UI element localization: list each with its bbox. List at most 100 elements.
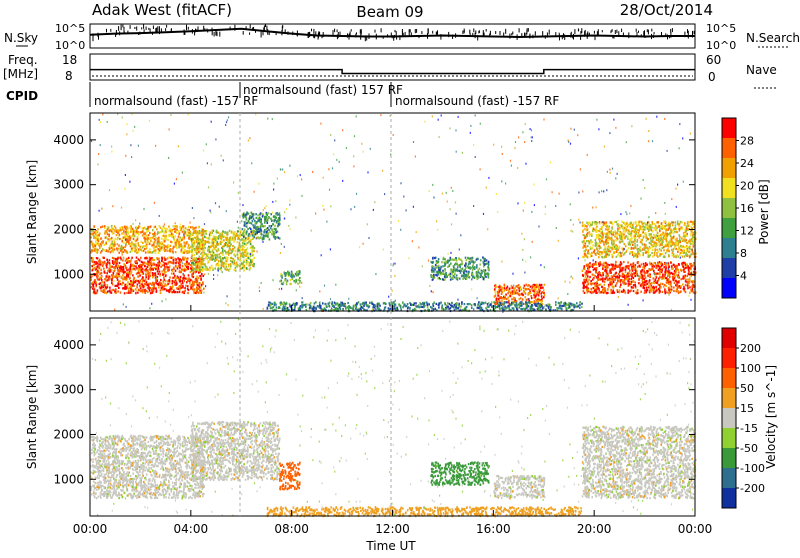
scatter-cell bbox=[193, 254, 195, 256]
scatter-cell bbox=[112, 249, 114, 251]
scatter-cell bbox=[127, 281, 129, 283]
scatter-cell bbox=[687, 287, 689, 289]
scatter-cell bbox=[154, 241, 156, 243]
scatter-cell bbox=[652, 249, 654, 251]
scatter-cell bbox=[126, 269, 128, 271]
scatter-cell bbox=[148, 287, 150, 289]
scatter-cell bbox=[153, 286, 155, 288]
nsky-sample bbox=[143, 25, 144, 29]
scatter-cell bbox=[191, 232, 193, 234]
scatter-cell bbox=[137, 292, 139, 294]
scatter-cell bbox=[102, 226, 104, 228]
scatter-cell bbox=[212, 245, 214, 247]
scatter-cell bbox=[482, 276, 484, 278]
scatter-cell bbox=[249, 267, 251, 269]
scatter-cell bbox=[627, 266, 629, 268]
scatter-cell bbox=[668, 224, 670, 226]
scatter-cell bbox=[268, 232, 270, 234]
scatter-cell bbox=[122, 233, 124, 235]
scatter-cell bbox=[153, 226, 155, 228]
scatter-cell bbox=[251, 253, 253, 255]
nsky-sample bbox=[313, 29, 314, 35]
nsky-sample bbox=[654, 32, 655, 34]
scatter-cell bbox=[256, 222, 258, 224]
scatter-cell bbox=[654, 265, 656, 267]
scatter-cell bbox=[207, 241, 209, 243]
scatter-cell bbox=[263, 234, 265, 236]
nsky-sample bbox=[196, 29, 197, 31]
scatter-cell bbox=[671, 268, 673, 270]
scatter-cell bbox=[636, 273, 638, 275]
scatter-cell bbox=[619, 241, 621, 243]
scatter-cell bbox=[444, 279, 446, 281]
nsky-sample bbox=[421, 31, 422, 34]
nsky-sample bbox=[670, 32, 671, 38]
scatter-cell bbox=[117, 248, 119, 250]
scatter-cell bbox=[123, 242, 125, 244]
scatter-cell bbox=[648, 281, 650, 283]
scatter-cell bbox=[248, 233, 250, 235]
scatter-cell bbox=[279, 237, 281, 239]
scatter-cell bbox=[615, 272, 617, 274]
scatter-cell bbox=[164, 240, 166, 242]
nsky-sample bbox=[618, 31, 619, 35]
scatter-cell bbox=[591, 283, 593, 285]
scatter-cell bbox=[271, 229, 273, 231]
scatter-cell bbox=[435, 274, 437, 276]
scatter-cell bbox=[530, 286, 532, 288]
nsky-sample bbox=[141, 27, 142, 29]
nsky-sample bbox=[483, 33, 484, 36]
scatter-cell bbox=[252, 234, 254, 236]
scatter-cell bbox=[675, 244, 677, 246]
nsky-sample bbox=[212, 30, 213, 35]
nsky-sample bbox=[616, 30, 617, 33]
scatter-cell bbox=[119, 248, 121, 250]
scatter-cell bbox=[141, 261, 143, 263]
nsky-sample bbox=[243, 31, 244, 35]
scatter-cell bbox=[622, 273, 624, 275]
scatter-cell bbox=[187, 266, 189, 268]
scatter-cell bbox=[135, 242, 137, 244]
scatter-cell bbox=[134, 265, 136, 267]
scatter-cell bbox=[605, 228, 607, 230]
scatter-cell bbox=[477, 269, 479, 271]
scatter-cell bbox=[650, 238, 652, 240]
scatter-cell bbox=[250, 240, 252, 242]
scatter-cell bbox=[583, 285, 585, 287]
scatter-cell bbox=[176, 287, 178, 289]
scatter-cell bbox=[161, 270, 163, 272]
scatter-cell bbox=[127, 274, 129, 276]
scatter-cell bbox=[127, 231, 129, 233]
scatter-cell bbox=[456, 259, 458, 261]
scatter-cell bbox=[459, 270, 461, 272]
scatter-cell bbox=[177, 267, 179, 269]
scatter-cell bbox=[184, 257, 186, 259]
scatter-cell bbox=[598, 230, 600, 232]
scatter-cell bbox=[235, 255, 237, 257]
scatter-cell bbox=[202, 275, 204, 277]
scatter-cell bbox=[133, 233, 135, 235]
scatter-cell bbox=[245, 214, 247, 216]
scatter-cell bbox=[181, 239, 183, 241]
scatter-cell bbox=[172, 285, 174, 287]
scatter-cell bbox=[634, 267, 636, 269]
scatter-cell bbox=[185, 285, 187, 287]
scatter-cell bbox=[472, 275, 474, 277]
scatter-cell bbox=[230, 260, 232, 262]
scatter-cell bbox=[250, 231, 252, 233]
nsky-sample bbox=[684, 32, 685, 38]
scatter-cell bbox=[136, 280, 138, 282]
nsky-sample bbox=[285, 29, 286, 33]
scatter-cell bbox=[148, 234, 150, 236]
scatter-cell bbox=[609, 279, 611, 281]
scatter-cell bbox=[159, 271, 161, 273]
scatter-cell bbox=[164, 231, 166, 233]
nsky-sample bbox=[171, 29, 172, 31]
nsky-sample bbox=[517, 34, 518, 40]
nsky-sample bbox=[122, 25, 123, 28]
scatter-cell bbox=[271, 225, 273, 227]
nsky-sample bbox=[313, 36, 314, 38]
scatter-cell bbox=[484, 260, 486, 262]
nsky-sample bbox=[119, 31, 120, 35]
scatter-cell bbox=[147, 238, 149, 240]
